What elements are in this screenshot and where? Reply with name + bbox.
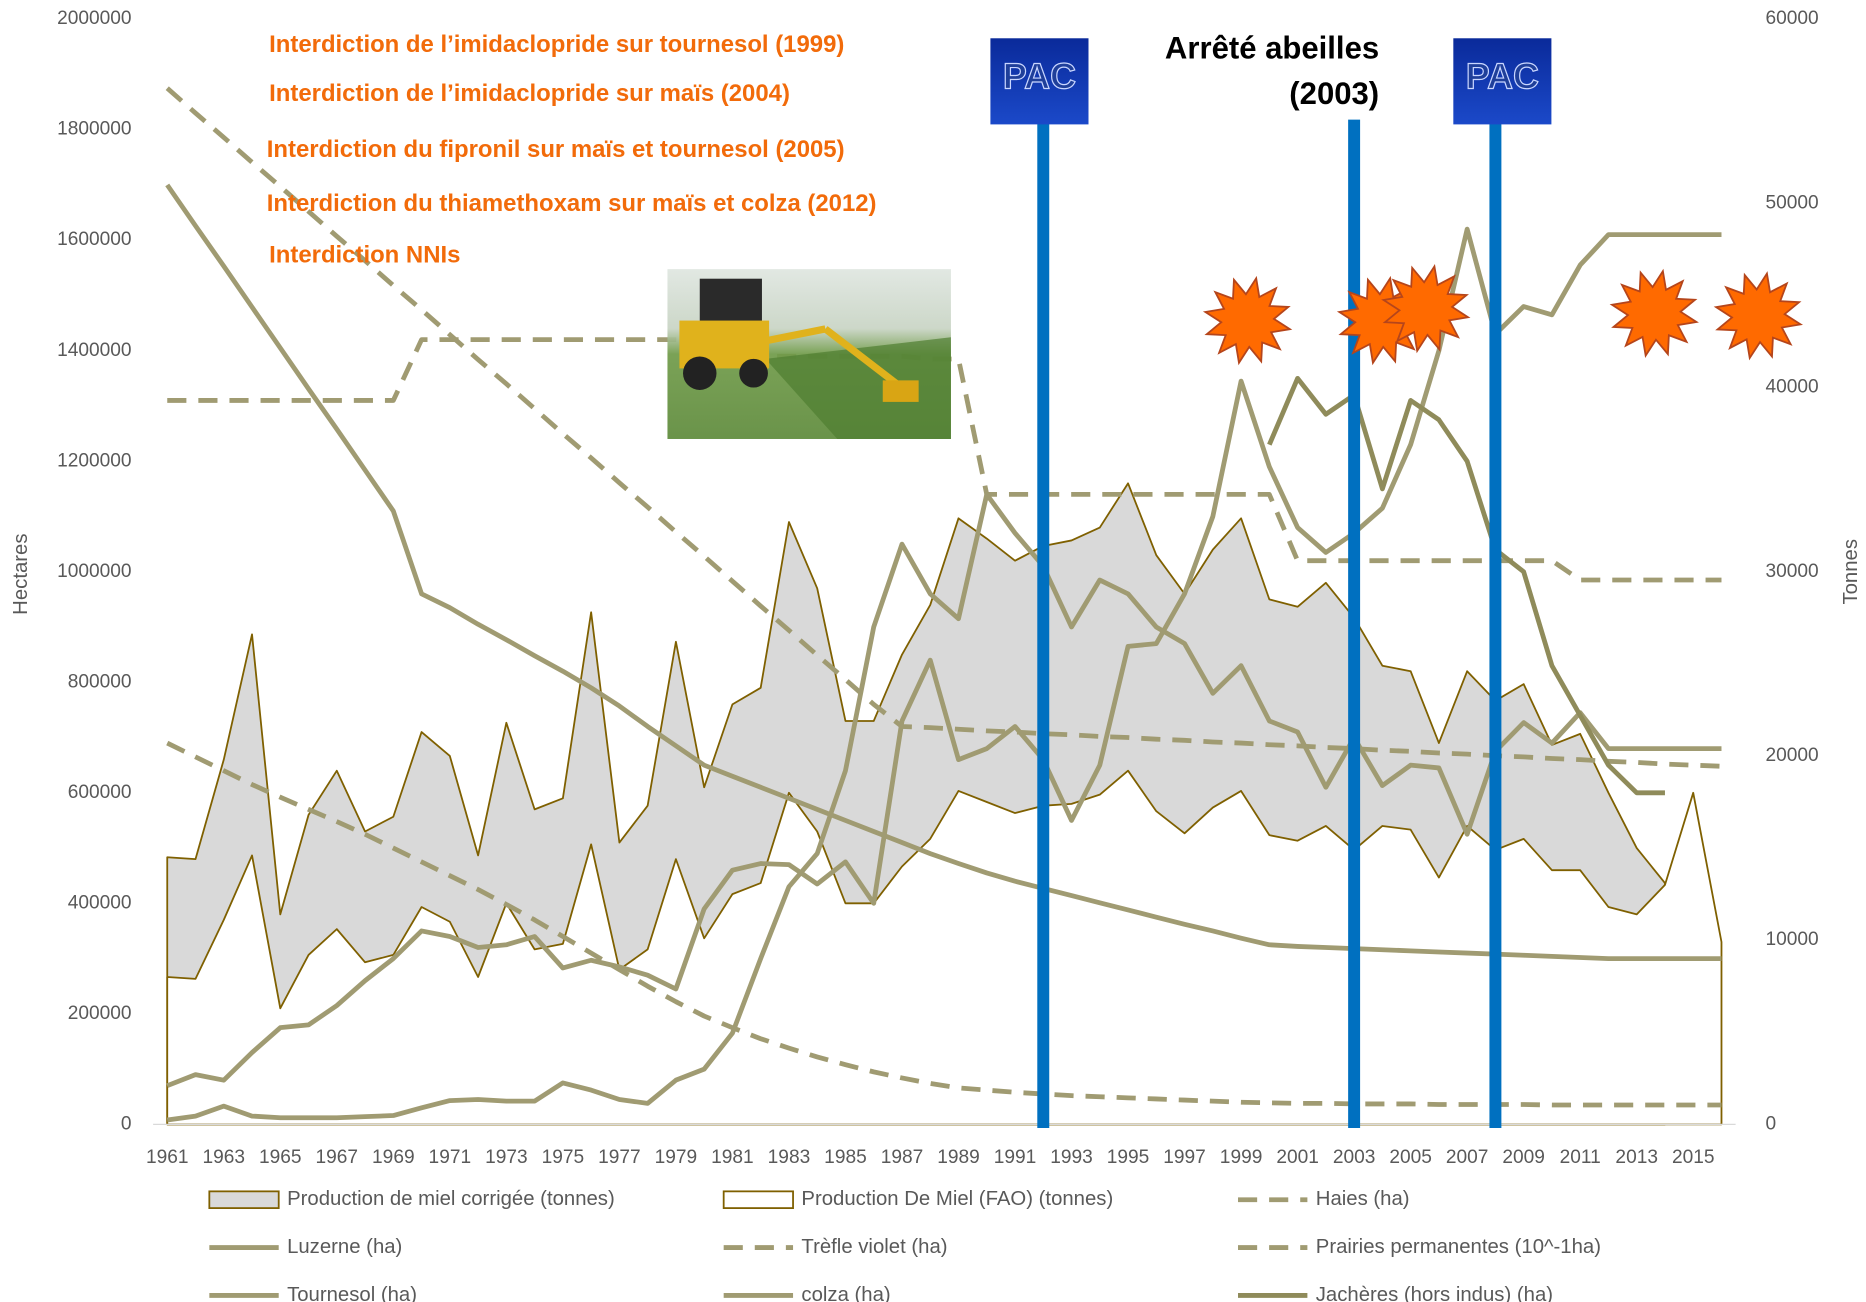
legend-label: Trèfle violet (ha) [801, 1236, 947, 1258]
x-tick-label: 2013 [1615, 1147, 1658, 1168]
x-tick-label: 1981 [711, 1147, 754, 1168]
annotation: Interdiction du fipronil sur maïs et tou… [267, 136, 845, 163]
annotation: Interdiction de l’imidaclopride sur tour… [269, 31, 844, 58]
y-tick-label: 1600000 [57, 229, 131, 250]
x-tick-label: 1989 [937, 1147, 980, 1168]
x-tick-label: 1969 [372, 1147, 415, 1168]
legend-label: colza (ha) [801, 1284, 890, 1302]
legend-swatch [722, 1190, 794, 1209]
line [165, 86, 1722, 769]
x-tick-label: 1973 [485, 1147, 528, 1168]
x-tick-label: 2009 [1502, 1147, 1545, 1168]
x-tick-label: 1963 [202, 1147, 245, 1168]
annotation: Interdiction de l’imidaclopride sur maïs… [269, 80, 790, 107]
annotation: (2003) [1289, 76, 1379, 111]
x-tick-label: 1991 [994, 1147, 1037, 1168]
pac-logo: PAC PAC [990, 38, 1552, 125]
x-tick-label: 1985 [824, 1147, 867, 1168]
x-tick-label: 1979 [655, 1147, 698, 1168]
x-tick-label: 1993 [1050, 1147, 1093, 1168]
legend-label: Luzerne (ha) [287, 1236, 402, 1258]
y-tick-label: 600000 [68, 782, 132, 803]
y2-tick-label: 10000 [1766, 929, 1819, 950]
line [166, 740, 1722, 1108]
y-tick-label: 2000000 [57, 8, 131, 29]
legend-label: Prairies permanentes (10^-1ha) [1316, 1236, 1601, 1258]
x-tick-label: 1983 [768, 1147, 811, 1168]
y2-tick-label: 20000 [1766, 745, 1819, 766]
line [1267, 375, 1665, 796]
y-tick-label: 1000000 [57, 561, 131, 582]
line [166, 491, 1722, 1123]
starburst [1381, 263, 1471, 354]
x-tick-label: 2011 [1560, 1147, 1601, 1168]
x-tick-label: 2005 [1389, 1147, 1432, 1168]
area [166, 769, 1723, 1126]
legend-swatch [208, 1190, 280, 1209]
y-axis-title: Hectares [10, 533, 32, 614]
annotation: Interdiction NNIs [269, 241, 460, 268]
x-tick-label: 1997 [1163, 1147, 1206, 1168]
y2-tick-label: 0 [1766, 1113, 1777, 1134]
legend-label: Haies (ha) [1316, 1188, 1410, 1210]
annotations: Interdiction de l’imidaclopride sur tour… [267, 30, 1379, 268]
y2-tick-label: 40000 [1766, 377, 1819, 398]
annotation: Arrêté abeilles [1165, 30, 1379, 65]
annotation: Interdiction du thiamethoxam sur maïs et… [267, 190, 877, 217]
starburst [1609, 268, 1699, 359]
decorations: PAC PAC [667, 38, 1803, 439]
x-tick-label: 1975 [542, 1147, 585, 1168]
pac-label: PAC [1003, 56, 1076, 96]
x-tick-label: 2003 [1333, 1147, 1376, 1168]
y2-tick-label: 30000 [1766, 561, 1819, 582]
plot-area: 0200000400000600000800000100000012000001… [57, 8, 1819, 1168]
legend-label: Tournesol (ha) [287, 1284, 417, 1302]
legend-label: Production De Miel (FAO) (tonnes) [801, 1188, 1113, 1210]
x-tick-label: 1987 [881, 1147, 924, 1168]
y-tick-label: 200000 [68, 1003, 132, 1024]
x-tick-label: 1967 [316, 1147, 359, 1168]
pac-label: PAC [1466, 56, 1539, 96]
starburst [1713, 271, 1803, 361]
y-tick-label: 1200000 [57, 450, 131, 471]
y-tick-label: 1800000 [57, 119, 131, 140]
x-tick-label: 2015 [1672, 1147, 1715, 1168]
x-tick-label: 2007 [1446, 1147, 1489, 1168]
legend: Production de miel corrigée (tonnes) Prod… [208, 1188, 1601, 1302]
y-tick-label: 0 [121, 1113, 132, 1134]
legend-label: Jachères (hors indus) (ha) [1316, 1284, 1553, 1302]
x-tick-label: 1961 [146, 1147, 189, 1168]
line [165, 183, 1722, 961]
x-tick-label: 1999 [1220, 1147, 1263, 1168]
x-tick-label: 1977 [598, 1147, 641, 1168]
x-tick-label: 1971 [429, 1147, 472, 1168]
y-tick-label: 400000 [68, 892, 132, 913]
y-tick-label: 800000 [68, 671, 132, 692]
photo [667, 269, 951, 439]
starbursts [1202, 263, 1803, 366]
y2-tick-label: 50000 [1766, 192, 1819, 213]
y2-tick-label: 60000 [1766, 8, 1819, 29]
line [166, 226, 1722, 1088]
x-tick-label: 1995 [1107, 1147, 1150, 1168]
y-tick-label: 1400000 [57, 340, 131, 361]
starburst [1202, 275, 1293, 366]
legend-label: Production de miel corrigée (tonnes) [287, 1188, 615, 1210]
y2-axis-title: Tonnes [1840, 539, 1862, 605]
x-tick-label: 2001 [1276, 1147, 1319, 1168]
x-tick-label: 1965 [259, 1147, 302, 1168]
